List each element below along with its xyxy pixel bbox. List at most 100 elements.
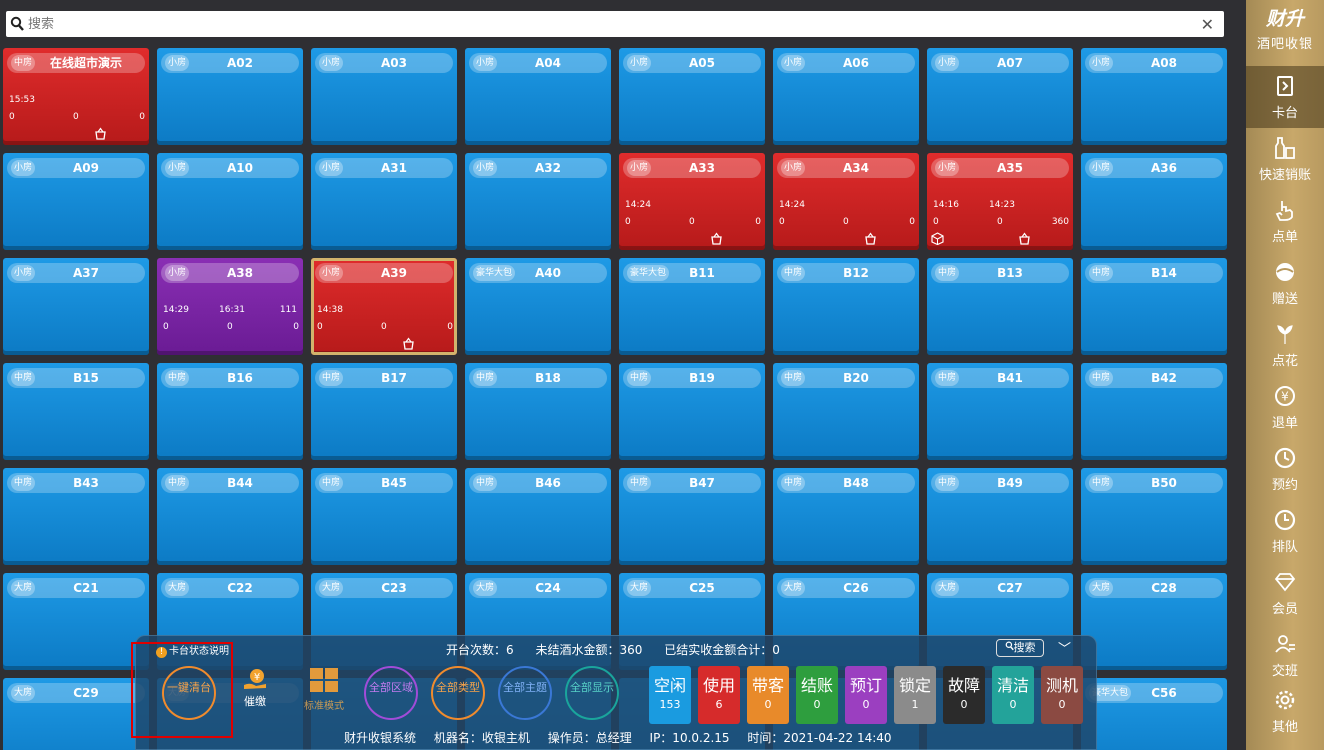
sidebar-item-5[interactable]: ¥ 退单 — [1246, 376, 1324, 438]
status-filter-button[interactable]: 清洁 0 — [992, 666, 1034, 724]
search-input[interactable] — [28, 13, 1198, 35]
table-name: B41 — [997, 371, 1023, 385]
table-tile[interactable]: 豪华大包 C56 — [1081, 678, 1227, 750]
sidebar-item-10[interactable]: 其他 — [1246, 680, 1324, 742]
tile-value: 0 — [227, 322, 233, 332]
table-tile[interactable]: 中房 B48 — [773, 468, 919, 565]
status-filter-button[interactable]: 空闲 153 — [649, 666, 691, 724]
table-tile[interactable]: 小房 A33 14:24 0 0 0 — [619, 153, 765, 250]
search-bar[interactable]: ✕ — [6, 11, 1224, 37]
sidebar-item-9[interactable]: 交班 — [1246, 624, 1324, 686]
tile-value: 0 — [293, 322, 299, 332]
unsettled-amount: 未结酒水金额：360 — [535, 643, 643, 657]
table-tile[interactable]: 大房 C28 — [1081, 573, 1227, 670]
status-filter-button[interactable]: 故障 0 — [943, 666, 985, 724]
status-filter-button[interactable]: 预订 0 — [845, 666, 887, 724]
table-tile[interactable]: 小房 A04 — [465, 48, 611, 145]
room-type-badge: 中房 — [473, 370, 498, 386]
tile-header: 中房 B16 — [161, 368, 299, 388]
sidebar-item-2[interactable]: 点单 — [1246, 190, 1324, 252]
all-display-button[interactable]: 全部显示 — [565, 666, 619, 720]
sidebar-item-1[interactable]: 快速销账 — [1246, 128, 1324, 190]
clear-all-button[interactable]: 一键清台 — [162, 666, 216, 720]
search-icon — [10, 16, 24, 31]
clear-search-icon[interactable]: ✕ — [1200, 15, 1214, 34]
table-tile[interactable]: 小房 A37 — [3, 258, 149, 355]
status-filter-button[interactable]: 带客 0 — [747, 666, 789, 724]
status-filter-button[interactable]: 测机 0 — [1041, 666, 1083, 724]
tile-value: 0 — [139, 112, 145, 122]
table-tile[interactable]: 小房 A39 14:38 0 0 0 — [311, 258, 457, 355]
table-tile[interactable]: 中房 B15 — [3, 363, 149, 460]
sidebar-item-3[interactable]: 赠送 — [1246, 252, 1324, 314]
table-tile[interactable]: 小房 A35 14:16 14:23 0 0 360 — [927, 153, 1073, 250]
table-tile[interactable]: 大房 C21 — [3, 573, 149, 670]
table-tile[interactable]: 中房 B18 — [465, 363, 611, 460]
table-tile[interactable]: 小房 A38 14:29 16:31 111 0 0 0 — [157, 258, 303, 355]
table-name: A04 — [535, 56, 561, 70]
room-type-badge: 中房 — [165, 370, 190, 386]
panel-search-button[interactable]: 搜索 — [996, 639, 1044, 657]
table-tile[interactable]: 小房 A34 14:24 0 0 0 — [773, 153, 919, 250]
all-theme-button[interactable]: 全部主题 — [498, 666, 552, 720]
table-tile[interactable]: 中房 B20 — [773, 363, 919, 460]
table-tile[interactable]: 中房 在线超市演示 15:53 0 0 0 — [3, 48, 149, 145]
table-tile[interactable]: 大房 C29 — [3, 678, 149, 750]
status-count: 0 — [862, 698, 870, 711]
collapse-panel-icon[interactable]: ﹀ — [1058, 642, 1072, 657]
table-tile[interactable]: 中房 B12 — [773, 258, 919, 355]
table-tile[interactable]: 中房 B14 — [1081, 258, 1227, 355]
sidebar-item-8[interactable]: 会员 — [1246, 562, 1324, 624]
table-tile[interactable]: 中房 B19 — [619, 363, 765, 460]
table-tile[interactable]: 豪华大包 A40 — [465, 258, 611, 355]
tile-header: 小房 A38 — [161, 263, 299, 283]
tile-header: 大房 C28 — [1085, 578, 1223, 598]
table-tile[interactable]: 小房 A03 — [311, 48, 457, 145]
status-label: 故障 — [947, 676, 980, 695]
table-name: C26 — [843, 581, 869, 595]
table-tile[interactable]: 小房 A10 — [157, 153, 303, 250]
tile-header: 小房 A32 — [469, 158, 607, 178]
table-tile[interactable]: 小房 A02 — [157, 48, 303, 145]
table-tile[interactable]: 小房 A08 — [1081, 48, 1227, 145]
table-tile[interactable]: 中房 B49 — [927, 468, 1073, 565]
table-tile[interactable]: 小房 A32 — [465, 153, 611, 250]
table-tile[interactable]: 中房 B42 — [1081, 363, 1227, 460]
table-tile[interactable]: 中房 B16 — [157, 363, 303, 460]
table-tile[interactable]: 小房 A36 — [1081, 153, 1227, 250]
table-tile[interactable]: 中房 B17 — [311, 363, 457, 460]
status-filter-button[interactable]: 锁定 1 — [894, 666, 936, 724]
table-tile[interactable]: 小房 A07 — [927, 48, 1073, 145]
tile-value: 0 — [73, 112, 79, 122]
table-tile[interactable]: 小房 A09 — [3, 153, 149, 250]
sidebar-item-4[interactable]: 点花 — [1246, 314, 1324, 376]
sidebar-item-7[interactable]: 排队 — [1246, 500, 1324, 562]
sidebar-item-0[interactable]: 卡台 — [1246, 66, 1324, 128]
tile-value: 0 — [779, 217, 785, 227]
room-type-badge: 中房 — [11, 55, 36, 71]
sidebar-item-label: 退单 — [1271, 416, 1298, 431]
table-tile[interactable]: 中房 B44 — [157, 468, 303, 565]
table-tile[interactable]: 中房 B41 — [927, 363, 1073, 460]
all-type-button[interactable]: 全部类型 — [431, 666, 485, 720]
grid-mode-icon — [310, 668, 338, 692]
all-area-button[interactable]: 全部区域 — [364, 666, 418, 720]
sidebar-item-6[interactable]: 预约 — [1246, 438, 1324, 500]
standard-mode-button[interactable]: 标准模式 — [304, 668, 344, 712]
table-name: C21 — [73, 581, 99, 595]
table-tile[interactable]: 豪华大包 B11 — [619, 258, 765, 355]
status-filter-button[interactable]: 结账 0 — [796, 666, 838, 724]
table-tile[interactable]: 中房 B43 — [3, 468, 149, 565]
table-tile[interactable]: 中房 B47 — [619, 468, 765, 565]
table-name: A08 — [1151, 56, 1177, 70]
table-tile[interactable]: 小房 A05 — [619, 48, 765, 145]
urge-payment-button[interactable]: ¥ 催缴 — [242, 668, 268, 709]
status-legend-link[interactable]: ! 卡台状态说明 — [156, 642, 229, 658]
table-tile[interactable]: 中房 B45 — [311, 468, 457, 565]
table-tile[interactable]: 中房 B46 — [465, 468, 611, 565]
status-filter-button[interactable]: 使用 6 — [698, 666, 740, 724]
table-tile[interactable]: 小房 A31 — [311, 153, 457, 250]
table-tile[interactable]: 小房 A06 — [773, 48, 919, 145]
table-tile[interactable]: 中房 B50 — [1081, 468, 1227, 565]
table-tile[interactable]: 中房 B13 — [927, 258, 1073, 355]
